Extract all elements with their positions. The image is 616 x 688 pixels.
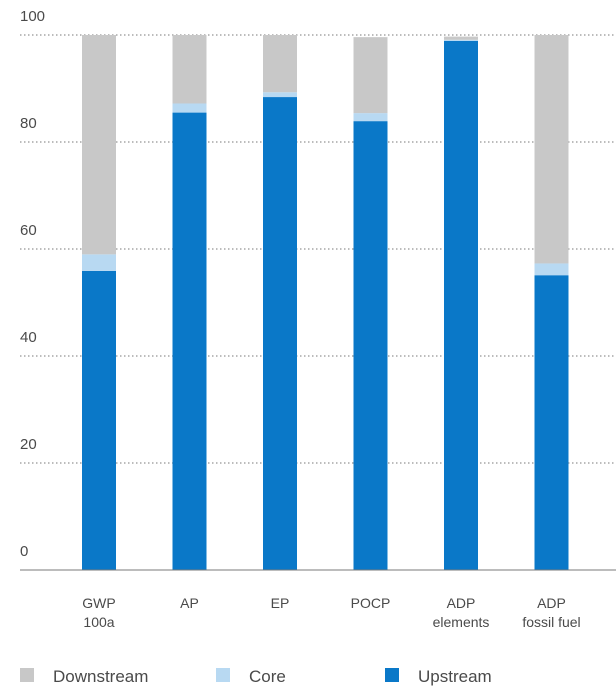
y-tick-label-60: 60 xyxy=(20,222,37,239)
x-category-label-gwp-100a: GWP 100a xyxy=(82,595,115,630)
legend-label-core: Core xyxy=(249,667,286,686)
legend-label-upstream: Upstream xyxy=(418,667,492,686)
bar-ep-upstream xyxy=(263,97,297,570)
bar-ap-downstream xyxy=(172,35,207,104)
x-category-label-pocp: POCP xyxy=(351,595,391,611)
bar-adp-elements-upstream xyxy=(444,40,478,570)
y-tick-label-0: 0 xyxy=(20,543,28,560)
bar-adp-elements-downstream xyxy=(444,36,478,40)
bar-gwp-100a-core xyxy=(82,254,116,271)
x-category-label-ap: AP xyxy=(180,595,199,611)
bar-adp-fossil-fuel-upstream xyxy=(534,275,569,570)
bar-ep-core xyxy=(263,92,297,98)
legend-swatch-upstream xyxy=(385,668,399,682)
x-category-label-ep: EP xyxy=(271,595,290,611)
y-tick-label-40: 40 xyxy=(20,329,37,346)
y-tick-label-20: 20 xyxy=(20,436,37,453)
bar-gwp-100a-upstream xyxy=(82,270,116,570)
bar-ap-upstream xyxy=(172,112,207,570)
bar-ap-core xyxy=(172,103,207,113)
bar-gwp-100a-downstream xyxy=(82,35,116,255)
bars xyxy=(82,35,569,570)
bar-pocp-core xyxy=(353,113,388,122)
y-tick-label-100: 100 xyxy=(20,8,45,25)
x-axis-category-labels: GWP 100a AP EP POCP ADP elements ADP fossil fuel xyxy=(82,595,580,630)
x-category-label-adp-elements: ADP elements xyxy=(433,595,490,630)
grid-lines xyxy=(20,34,616,464)
legend-label-downstream: Downstream xyxy=(53,667,148,686)
legend-swatch-core xyxy=(216,668,230,682)
bar-adp-elements-core xyxy=(444,39,478,41)
y-tick-label-80: 80 xyxy=(20,115,37,132)
bar-adp-fossil-fuel-downstream xyxy=(534,35,569,264)
bar-pocp-downstream xyxy=(353,37,388,114)
bar-pocp-upstream xyxy=(353,121,388,570)
bar-adp-fossil-fuel-core xyxy=(534,263,569,276)
bar-ep-downstream xyxy=(263,35,297,93)
legend: Downstream Core Upstream xyxy=(20,667,492,686)
legend-swatch-downstream xyxy=(20,668,34,682)
y-axis-tick-labels: 0 20 40 60 80 100 xyxy=(20,8,45,560)
x-category-label-adp-fossil-fuel: ADP fossil fuel xyxy=(522,595,580,630)
